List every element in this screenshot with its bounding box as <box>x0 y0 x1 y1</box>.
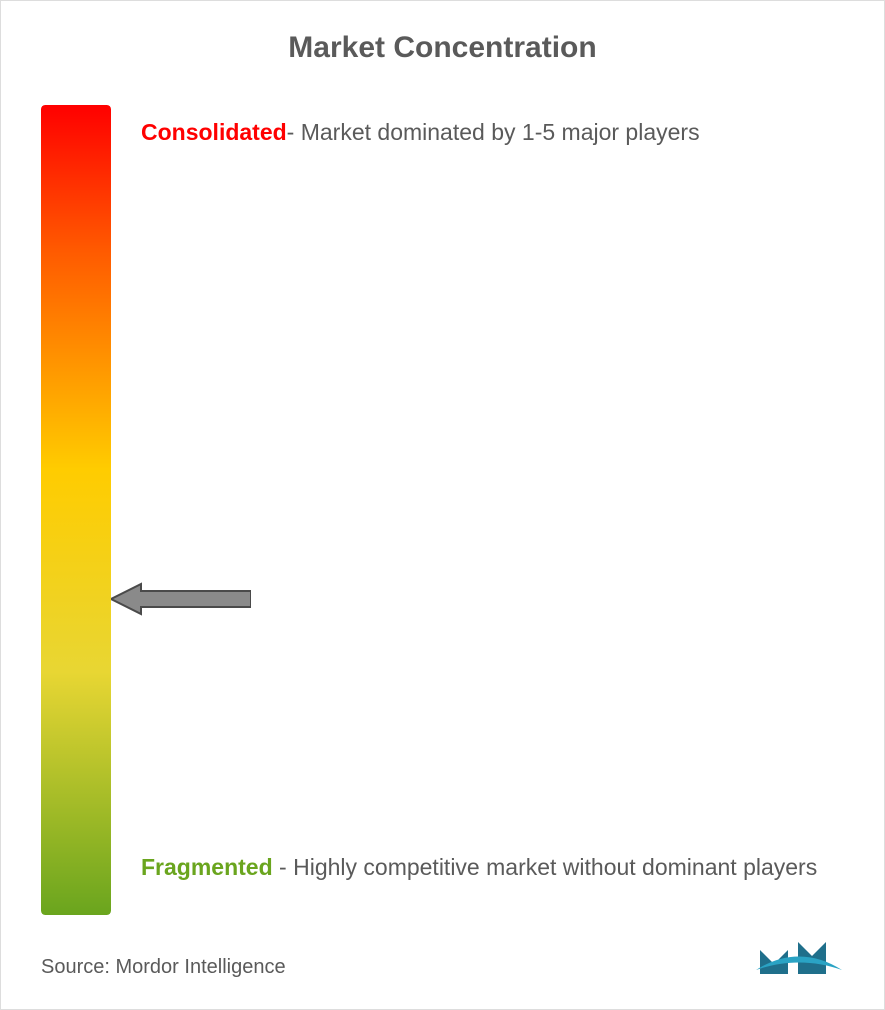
arrow-polygon <box>111 584 251 614</box>
brand-logo <box>754 930 844 985</box>
consolidated-description: Consolidated- Market dominated by 1-5 ma… <box>141 105 700 160</box>
source-text: Source: Mordor Intelligence <box>41 956 286 979</box>
fragmented-text: Highly competitive market without domina… <box>293 854 817 880</box>
indicator-arrow-wrap <box>111 582 259 616</box>
fragmented-separator: - <box>273 854 293 880</box>
consolidated-separator: - <box>287 119 301 145</box>
brand-logo-icon <box>754 930 844 980</box>
consolidated-text: Market dominated by 1-5 major players <box>301 119 700 145</box>
consolidated-label: Consolidated <box>141 119 287 145</box>
fragmented-label: Fragmented <box>141 854 273 880</box>
chart-title: Market Concentration <box>41 31 844 65</box>
fragmented-description: Fragmented - Highly competitive market w… <box>141 840 817 895</box>
chart-body: Consolidated- Market dominated by 1-5 ma… <box>41 105 844 915</box>
gradient-column <box>41 105 111 915</box>
gradient-bar <box>41 105 111 915</box>
labels-column: Consolidated- Market dominated by 1-5 ma… <box>111 105 844 915</box>
indicator-arrow-icon <box>111 582 251 616</box>
